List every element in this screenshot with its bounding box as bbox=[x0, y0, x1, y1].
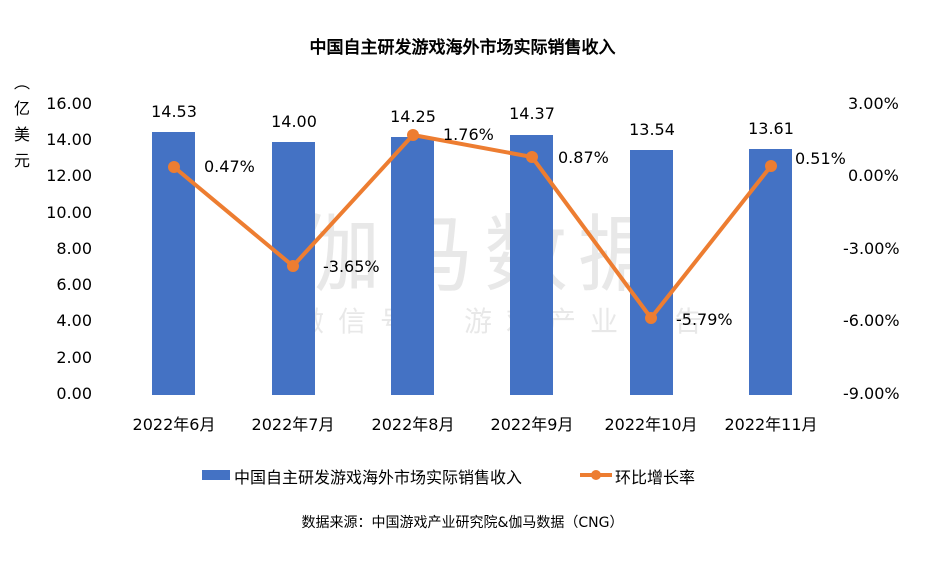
line-point bbox=[407, 129, 419, 141]
y2-tick: 0.00% bbox=[848, 166, 899, 185]
y-tick: 10.00 bbox=[46, 203, 92, 222]
x-tick: 2022年10月 bbox=[604, 415, 698, 434]
y-tick: 2.00 bbox=[56, 348, 92, 367]
line-value-label: -5.79% bbox=[676, 310, 733, 329]
line-point bbox=[168, 161, 180, 173]
y-tick: 16.00 bbox=[46, 94, 92, 113]
y-tick: 8.00 bbox=[56, 239, 92, 258]
bar-value-label: 13.61 bbox=[748, 119, 794, 138]
y-tick: 4.00 bbox=[56, 311, 92, 330]
bar-value-label: 13.54 bbox=[629, 120, 675, 139]
y2-tick: -3.00% bbox=[843, 239, 900, 258]
legend-label: 环比增长率 bbox=[615, 468, 696, 487]
line-value-label: 0.51% bbox=[795, 149, 846, 168]
bar-value-label: 14.37 bbox=[509, 104, 555, 123]
line-value-label: 1.76% bbox=[443, 125, 494, 144]
y-tick: 14.00 bbox=[46, 130, 92, 149]
y2-tick: -6.00% bbox=[843, 311, 900, 330]
y-axis-label: ︵ 亿 美 元 bbox=[10, 70, 34, 174]
data-source-note: 数据来源：中国游戏产业研究院&伽马数据（CNG） bbox=[301, 515, 624, 531]
y2-tick: -9.00% bbox=[843, 384, 900, 403]
legend-bar-swatch-icon bbox=[202, 470, 230, 480]
x-tick: 2022年6月 bbox=[132, 415, 216, 434]
line-point bbox=[287, 260, 299, 272]
bar[interactable] bbox=[630, 150, 673, 395]
chart-title: 中国自主研发游戏海外市场实际销售收入 bbox=[309, 38, 616, 58]
x-tick: 2022年7月 bbox=[251, 415, 335, 434]
y-tick: 0.00 bbox=[56, 384, 92, 403]
x-tick: 2022年9月 bbox=[490, 415, 574, 434]
line-value-label: 0.87% bbox=[558, 148, 609, 167]
y2-tick: 3.00% bbox=[848, 94, 899, 113]
legend-label: 中国自主研发游戏海外市场实际销售收入 bbox=[234, 468, 523, 487]
line-point bbox=[645, 312, 657, 324]
line-value-label: 0.47% bbox=[204, 157, 255, 176]
x-tick: 2022年8月 bbox=[371, 415, 455, 434]
y-axis-label-char: ︵ bbox=[13, 73, 30, 92]
bar[interactable] bbox=[152, 132, 195, 395]
y-axis-label-char: 美 bbox=[13, 125, 30, 144]
x-tick: 2022年11月 bbox=[724, 415, 818, 434]
y-axis-label-char: 亿 bbox=[13, 99, 30, 118]
bar[interactable] bbox=[749, 149, 792, 395]
bar-value-label: 14.53 bbox=[151, 102, 197, 121]
y-tick: 12.00 bbox=[46, 166, 92, 185]
line-point bbox=[526, 151, 538, 163]
bar-value-label: 14.00 bbox=[271, 112, 317, 131]
line-value-label: -3.65% bbox=[323, 257, 380, 276]
legend-line-swatch-icon bbox=[580, 470, 612, 480]
legend: 中国自主研发游戏海外市场实际销售收入 环比增长率 bbox=[0, 463, 925, 487]
line-point bbox=[765, 160, 777, 172]
y-axis-label-char: 元 bbox=[13, 151, 30, 170]
y-tick: 6.00 bbox=[56, 275, 92, 294]
bar[interactable] bbox=[391, 137, 434, 395]
bar-value-label: 14.25 bbox=[390, 107, 436, 126]
